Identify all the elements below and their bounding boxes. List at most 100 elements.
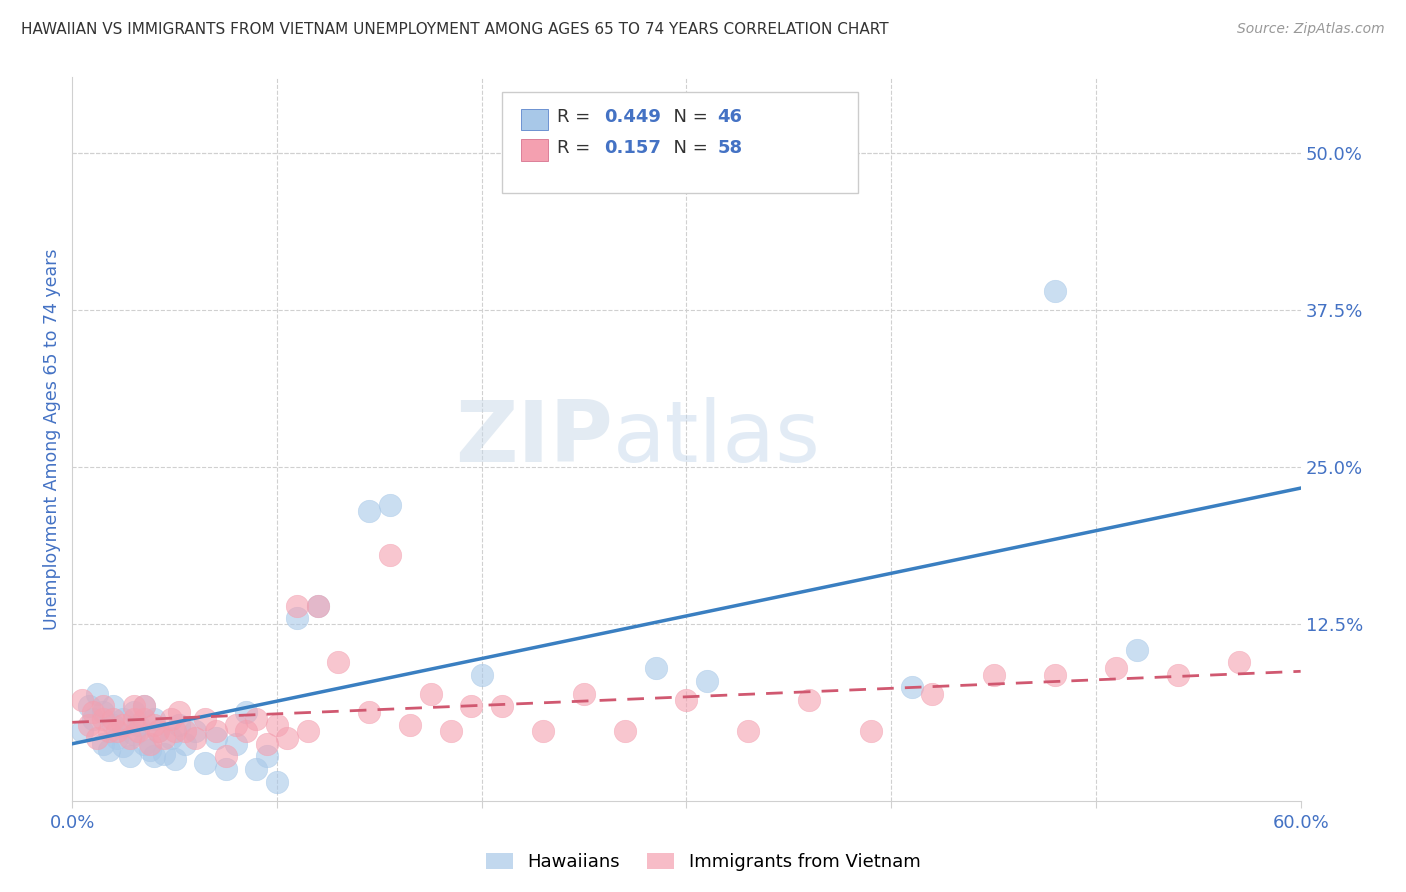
Point (173, 724, 195, 739)
Point (143, 749, 166, 764)
Point (139, 743, 162, 757)
Legend: Hawaiians, Immigrants from Vietnam: Hawaiians, Immigrants from Vietnam (478, 846, 928, 879)
Point (98, 724, 121, 739)
Point (148, 724, 170, 739)
Point (132, 737, 155, 751)
Point (359, 706, 381, 720)
Point (983, 667, 1005, 681)
Point (307, 599, 329, 613)
Point (378, 549, 401, 563)
Point (287, 611, 309, 625)
Point (900, 681, 922, 695)
Text: N =: N = (662, 108, 713, 126)
Point (328, 655, 350, 669)
Point (167, 706, 190, 720)
Point (419, 687, 441, 701)
Text: 46: 46 (717, 108, 742, 126)
Point (127, 718, 149, 732)
Point (101, 712, 124, 726)
FancyBboxPatch shape (520, 109, 547, 130)
Point (215, 762, 238, 776)
Text: R =: R = (557, 138, 602, 157)
Point (266, 718, 288, 732)
Point (163, 724, 186, 739)
Point (153, 747, 176, 761)
Point (921, 687, 943, 701)
Point (572, 687, 595, 701)
Point (204, 724, 226, 739)
Point (101, 699, 124, 714)
Point (675, 693, 697, 707)
Point (194, 756, 217, 770)
Point (276, 731, 298, 745)
Point (91, 706, 114, 720)
Point (235, 724, 257, 739)
Point (105, 731, 128, 745)
Point (245, 762, 267, 776)
Point (122, 727, 145, 741)
FancyBboxPatch shape (502, 92, 859, 194)
Point (132, 712, 155, 726)
Point (132, 699, 155, 714)
Point (167, 718, 190, 732)
Point (204, 731, 226, 745)
Point (184, 724, 207, 739)
Point (91, 712, 114, 726)
Point (245, 712, 267, 726)
Point (194, 712, 217, 726)
Point (159, 731, 181, 745)
Point (86, 687, 108, 701)
Point (399, 718, 422, 732)
Point (297, 724, 319, 739)
Point (859, 724, 882, 739)
Point (799, 693, 821, 707)
Point (98, 743, 121, 757)
Point (378, 498, 401, 512)
Point (1126, 642, 1149, 657)
Point (440, 724, 463, 739)
Text: atlas: atlas (613, 398, 821, 481)
Point (112, 718, 135, 732)
Point (127, 724, 149, 739)
FancyBboxPatch shape (520, 139, 547, 161)
Point (101, 718, 124, 732)
Y-axis label: Unemployment Among Ages 65 to 74 years: Unemployment Among Ages 65 to 74 years (44, 248, 60, 630)
Point (173, 737, 195, 751)
Point (132, 699, 155, 714)
Point (235, 706, 257, 720)
Point (1105, 661, 1128, 675)
Point (105, 724, 128, 739)
Text: HAWAIIAN VS IMMIGRANTS FROM VIETNAM UNEMPLOYMENT AMONG AGES 65 TO 74 YEARS CORRE: HAWAIIAN VS IMMIGRANTS FROM VIETNAM UNEM… (21, 22, 889, 37)
Point (184, 731, 207, 745)
Point (112, 739, 135, 754)
Point (122, 699, 145, 714)
Point (143, 712, 166, 726)
Point (531, 724, 554, 739)
Point (77, 699, 100, 714)
Text: R =: R = (557, 108, 596, 126)
Point (1043, 284, 1066, 298)
Point (82, 712, 104, 726)
Point (696, 674, 718, 689)
Point (737, 724, 759, 739)
Point (72, 693, 94, 707)
Text: ZIP: ZIP (456, 398, 613, 481)
Point (82, 706, 104, 720)
Text: 0.157: 0.157 (605, 138, 661, 157)
Point (148, 724, 170, 739)
Point (256, 749, 278, 764)
Point (1227, 655, 1250, 669)
Point (122, 712, 145, 726)
Point (1043, 667, 1066, 681)
Point (644, 661, 666, 675)
Point (153, 731, 176, 745)
Point (122, 706, 145, 720)
Point (215, 749, 238, 764)
Point (91, 699, 114, 714)
Point (86, 731, 108, 745)
Point (359, 504, 381, 518)
Point (72, 724, 94, 739)
Point (614, 724, 637, 739)
Point (266, 774, 288, 789)
Point (460, 699, 482, 714)
